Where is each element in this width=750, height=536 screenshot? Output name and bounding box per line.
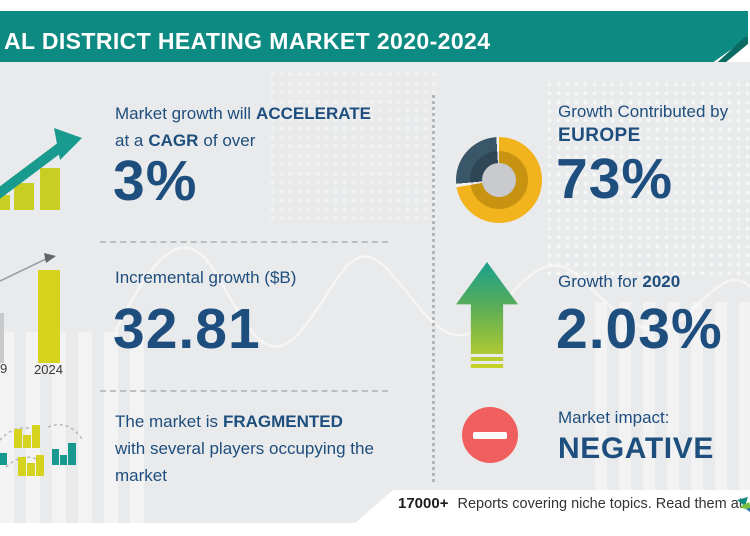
cagr-word: CAGR [148, 131, 199, 150]
growth2020-label: Growth for 2020 [558, 268, 680, 295]
background-bars-left [0, 332, 150, 523]
bar-chart-up-arrow-icon [0, 128, 82, 210]
year-start-label: 9 [0, 361, 8, 376]
incremental-label: Incremental growth ($B) [115, 268, 297, 287]
divider-middle-1 [100, 241, 388, 243]
fragmented-word: FRAGMENTED [222, 412, 343, 431]
donut-center [482, 163, 516, 197]
divider-vertical [432, 95, 435, 482]
page-title: AL DISTRICT HEATING MARKET 2020-2024 [4, 28, 491, 54]
background-wave-line [115, 246, 750, 348]
divider-middle-2 [100, 390, 388, 392]
growth2020-year: 2020 [642, 272, 681, 291]
header-bar [0, 11, 748, 62]
europe-region: EUROPE [558, 125, 641, 146]
cagr-value: 3% [113, 149, 198, 213]
year-comparison-bars-icon [0, 253, 60, 363]
minus-bar [473, 431, 507, 439]
year-end-label: 2024 [34, 362, 63, 377]
europe-value: 73% [556, 147, 674, 211]
footer-report-count: 17000+ [398, 495, 449, 512]
cagr-accelerate: ACCELERATE [256, 104, 371, 123]
cagr-prefix: Market growth will [115, 104, 252, 123]
building-clusters-icon [0, 424, 83, 476]
infographic-body [0, 62, 750, 523]
arrow-segment-gap [470, 354, 504, 357]
growth2020-prefix: Growth for [558, 272, 638, 291]
fragmented-rest: with several players occupying the marke… [115, 439, 374, 485]
cagr-line-1: Market growth will ACCELERATE [115, 100, 371, 127]
brand-logo-icon [737, 497, 750, 512]
fragmented-prefix: The market is [115, 412, 218, 431]
impact-value: NEGATIVE [558, 432, 714, 465]
growth2020-value: 2.03% [556, 297, 723, 361]
europe-label: Growth Contributed by [558, 102, 729, 121]
footer: 17000+ Reports covering niche topics. Re… [398, 495, 743, 512]
background-dot-map [545, 80, 750, 275]
cagr-suffix: of over [203, 131, 256, 150]
incremental-value: 32.81 [113, 297, 261, 361]
arrow-segment-gap [470, 361, 504, 364]
fragmented-line-1: The market is FRAGMENTED [115, 408, 343, 435]
cagr-mid: at a [115, 131, 144, 150]
background-dot-pattern [268, 70, 443, 220]
impact-label: Market impact: [558, 408, 670, 427]
cagr-line-2: at a CAGR of over [115, 127, 255, 154]
negative-minus-circle-icon [462, 407, 518, 463]
footer-tagline: Reports covering niche topics. Read them… [457, 496, 743, 512]
background-bars-right [595, 302, 750, 490]
donut-chart-icon [456, 137, 542, 223]
